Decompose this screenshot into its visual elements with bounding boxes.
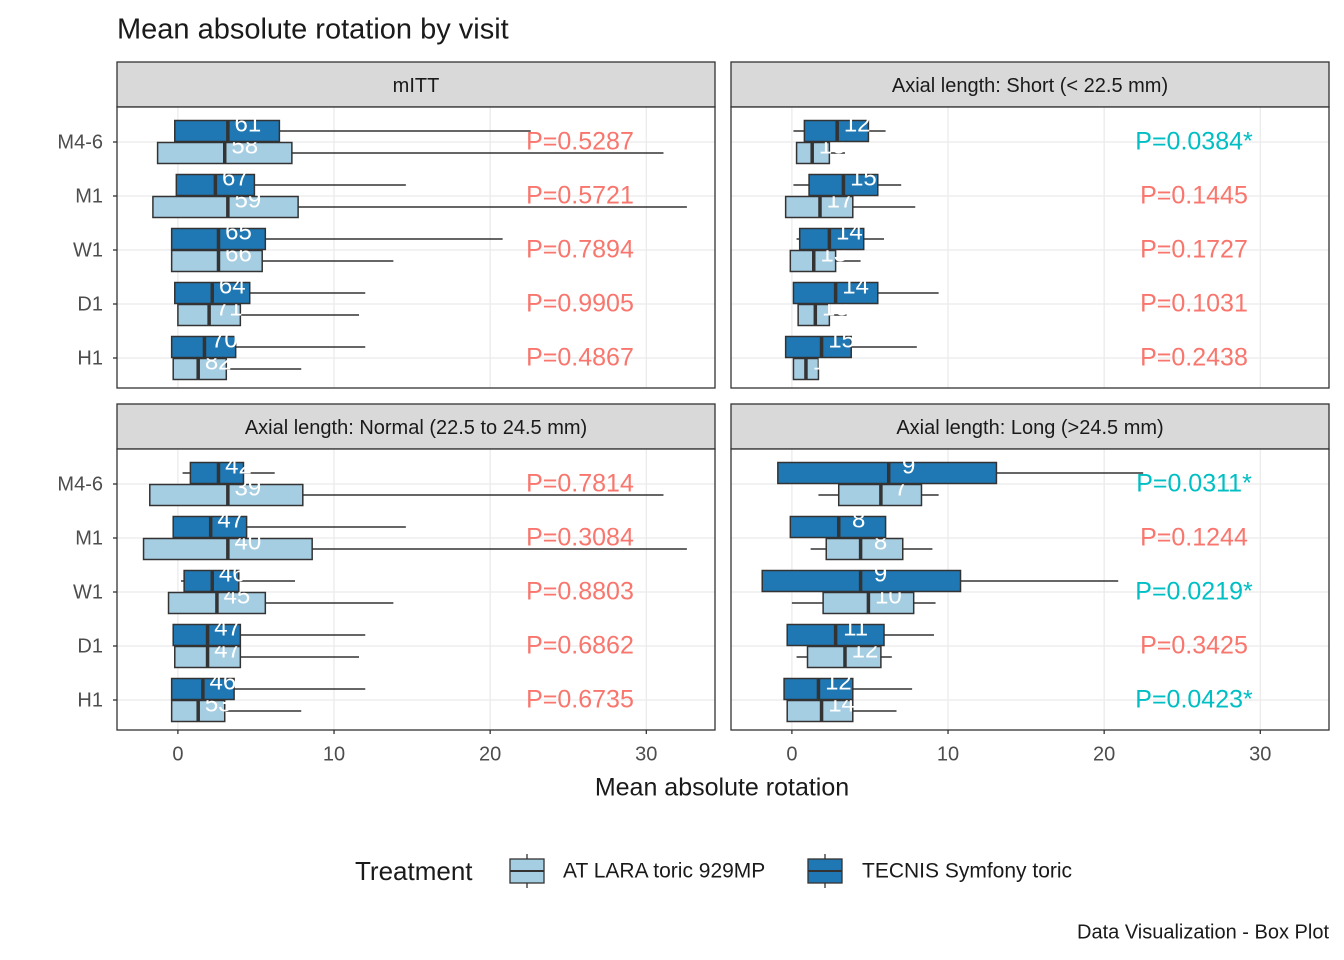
y-tick-label: H1 bbox=[77, 347, 103, 369]
p-value: P=0.4867 bbox=[526, 344, 634, 372]
p-value: P=0.0311* bbox=[1136, 470, 1252, 498]
y-tick-label: M4-6 bbox=[57, 473, 103, 495]
count-label: 65 bbox=[225, 218, 252, 245]
count-label: 46 bbox=[219, 560, 246, 587]
p-value: P=0.9905 bbox=[526, 290, 634, 318]
x-tick-label: 30 bbox=[635, 743, 657, 765]
count-label: 70 bbox=[211, 326, 238, 353]
p-value: P=0.1727 bbox=[1140, 236, 1248, 264]
count-label: 46 bbox=[210, 668, 237, 695]
y-tick-label: W1 bbox=[73, 239, 103, 261]
p-value: P=0.0423* bbox=[1135, 686, 1253, 714]
y-tick-label: M1 bbox=[75, 185, 103, 207]
box bbox=[798, 227, 865, 251]
count-label: 14 bbox=[836, 218, 863, 245]
p-value: P=0.7894 bbox=[526, 236, 634, 264]
p-value: P=0.8803 bbox=[526, 578, 634, 606]
x-tick-label: 0 bbox=[786, 743, 797, 765]
y-tick-label: M1 bbox=[75, 527, 103, 549]
count-label: 15 bbox=[828, 326, 855, 353]
x-tick-label: 0 bbox=[172, 743, 183, 765]
strip-label: Axial length: Long (>24.5 mm) bbox=[896, 417, 1163, 439]
strip-label: Axial length: Short (< 22.5 mm) bbox=[892, 75, 1168, 97]
strip-label: mITT bbox=[393, 75, 440, 97]
legend-title: Treatment bbox=[355, 856, 473, 886]
panel-border bbox=[730, 106, 1330, 389]
p-value: P=0.5721 bbox=[526, 182, 634, 210]
y-tick-label: D1 bbox=[77, 635, 103, 657]
count-label: 47 bbox=[217, 506, 244, 533]
strip-label: Axial length: Normal (22.5 to 24.5 mm) bbox=[245, 417, 587, 439]
count-label: 11 bbox=[843, 614, 868, 641]
x-axis-label: Mean absolute rotation bbox=[595, 774, 849, 802]
panel-border bbox=[116, 448, 716, 731]
y-tick-label: W1 bbox=[73, 581, 103, 603]
y-tick-label: D1 bbox=[77, 293, 103, 315]
count-label: 14 bbox=[842, 272, 869, 299]
count-label: 42 bbox=[225, 452, 252, 479]
y-tick-label: M4-6 bbox=[57, 131, 103, 153]
box bbox=[825, 537, 904, 561]
x-tick-label: 10 bbox=[937, 743, 959, 765]
strip bbox=[116, 61, 716, 108]
panel-border bbox=[730, 448, 1330, 731]
p-value: P=0.0219* bbox=[1135, 578, 1253, 606]
legend-label: TECNIS Symfony toric bbox=[862, 860, 1072, 883]
count-label: 61 bbox=[235, 110, 262, 137]
panel-border bbox=[116, 106, 716, 389]
strip bbox=[730, 61, 1330, 108]
caption: Data Visualization - Box Plot bbox=[1077, 921, 1329, 943]
y-tick-label: H1 bbox=[77, 689, 103, 711]
count-label: 12 bbox=[844, 110, 871, 137]
count-label: 47 bbox=[214, 614, 241, 641]
count-label: 9 bbox=[902, 452, 915, 479]
box bbox=[152, 195, 299, 219]
count-label: 9 bbox=[874, 560, 887, 587]
count-label: 67 bbox=[222, 164, 249, 191]
p-value: P=0.7814 bbox=[526, 470, 634, 498]
p-value: P=0.6735 bbox=[526, 686, 634, 714]
p-value: P=0.1031 bbox=[1140, 290, 1248, 318]
strip bbox=[116, 403, 716, 450]
p-value: P=0.1244 bbox=[1140, 524, 1248, 552]
chart-title: Mean absolute rotation by visit bbox=[117, 14, 509, 46]
x-tick-label: 20 bbox=[1093, 743, 1115, 765]
p-value: P=0.2438 bbox=[1140, 344, 1248, 372]
p-value: P=0.0384* bbox=[1135, 128, 1253, 156]
p-value: P=0.5287 bbox=[526, 128, 634, 156]
p-value: P=0.6862 bbox=[526, 632, 634, 660]
legend-label: AT LARA toric 929MP bbox=[563, 860, 765, 883]
box bbox=[784, 335, 852, 359]
p-value: P=0.3084 bbox=[526, 524, 634, 552]
x-tick-label: 30 bbox=[1249, 743, 1271, 765]
x-tick-label: 20 bbox=[479, 743, 501, 765]
p-value: P=0.1445 bbox=[1140, 182, 1248, 210]
count-label: 64 bbox=[219, 272, 246, 299]
x-tick-label: 10 bbox=[323, 743, 345, 765]
count-label: 12 bbox=[825, 668, 852, 695]
p-value: P=0.3425 bbox=[1140, 632, 1248, 660]
count-label: 8 bbox=[852, 506, 865, 533]
count-label: 15 bbox=[850, 164, 877, 191]
